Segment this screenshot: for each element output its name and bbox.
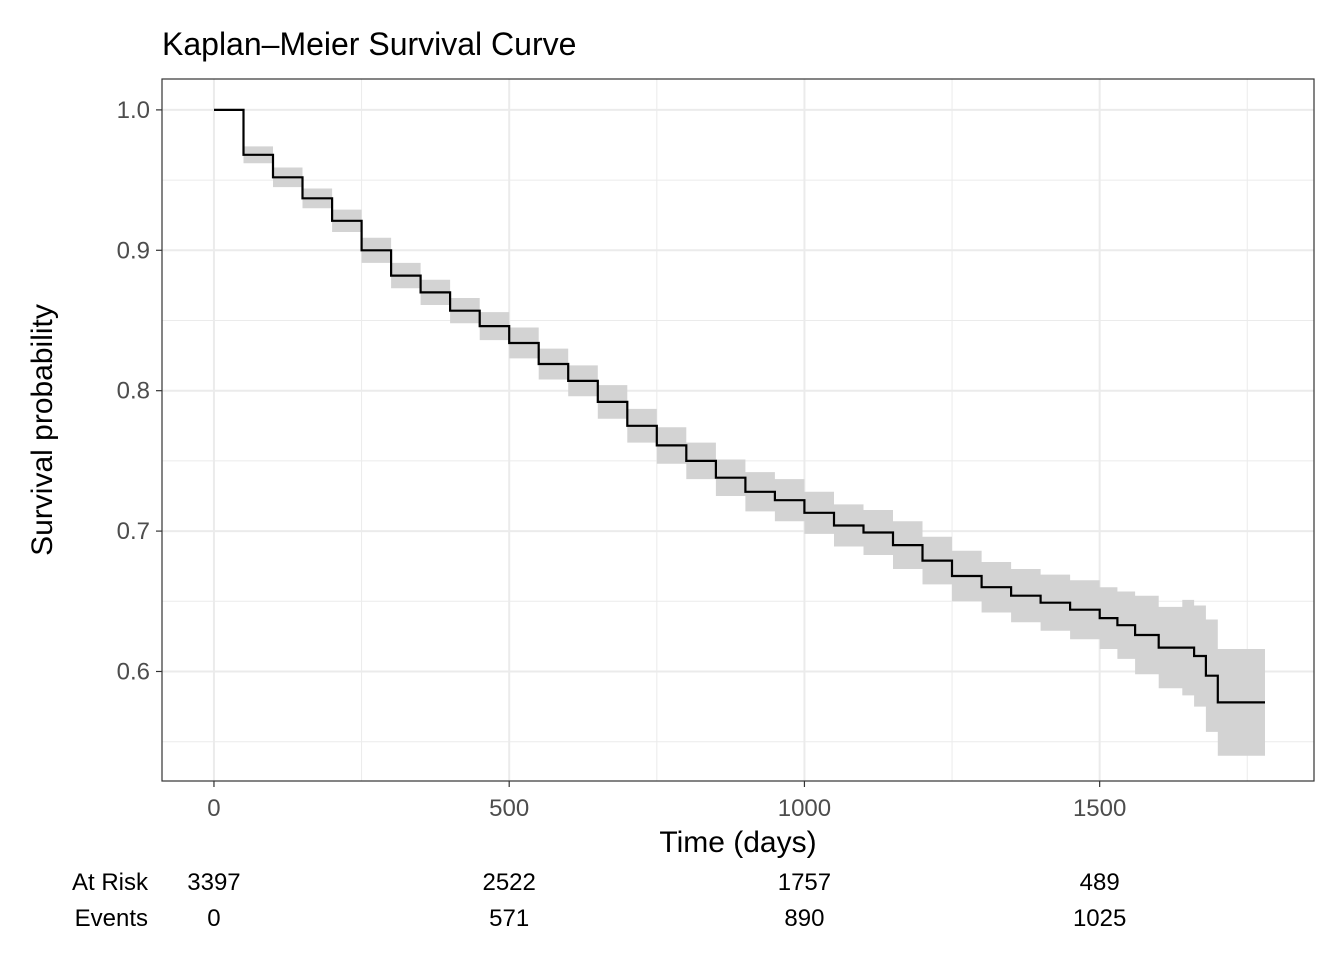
- plot-border: [161, 78, 1315, 782]
- y-tick-label: 0.6: [117, 658, 150, 685]
- x-tick-label: 1000: [778, 795, 831, 822]
- x-axis: 0 500 1000 1500: [207, 781, 1126, 822]
- events-value: 0: [207, 905, 220, 932]
- at-risk-value: 2522: [482, 869, 535, 896]
- at-risk-label: At Risk: [72, 869, 149, 896]
- x-tick-label: 0: [207, 795, 220, 822]
- confidence-band: [214, 109, 1265, 756]
- events-value: 890: [784, 905, 824, 932]
- at-risk-value: 3397: [187, 869, 240, 896]
- y-tick-label: 0.8: [117, 378, 150, 405]
- events-value: 1025: [1073, 905, 1126, 932]
- at-risk-value: 1757: [778, 869, 831, 896]
- y-axis: 0.6 0.7 0.8 0.9 1.0: [117, 97, 162, 685]
- plot-background: [162, 79, 1314, 781]
- y-tick-label: 0.9: [117, 237, 150, 264]
- y-tick-label: 0.7: [117, 518, 150, 545]
- x-tick-label: 1500: [1073, 795, 1126, 822]
- y-axis-title: Survival probability: [26, 304, 59, 556]
- chart-title: Kaplan–Meier Survival Curve: [162, 26, 576, 62]
- x-axis-title: Time (days): [659, 826, 816, 859]
- events-value: 571: [489, 905, 529, 932]
- y-tick-label: 1.0: [117, 97, 150, 124]
- x-tick-label: 500: [489, 795, 529, 822]
- survival-curve-layer: [214, 108, 1265, 704]
- events-label: Events: [75, 905, 148, 932]
- confidence-band-layer: [214, 109, 1265, 756]
- at-risk-value: 489: [1080, 869, 1120, 896]
- survival-curve: [214, 108, 1265, 704]
- risk-table: 3397 0 2522 571 1757 890 489 1025: [187, 869, 1126, 932]
